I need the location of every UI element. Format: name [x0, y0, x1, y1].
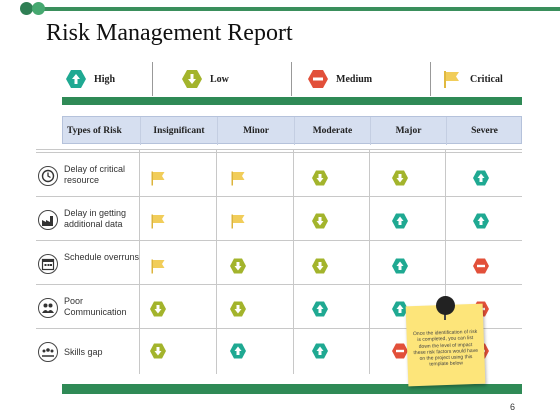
up-arrow-hexagon-icon [230, 343, 246, 359]
top-accent-line [40, 7, 560, 11]
down-arrow-hexagon-icon [312, 258, 328, 274]
column-header: Types of Risk [67, 126, 122, 136]
column-divider [293, 149, 294, 374]
flag-icon [230, 170, 246, 186]
team-icon [38, 342, 58, 362]
up-arrow-hexagon-icon [312, 343, 328, 359]
factory-icon [38, 210, 58, 230]
down-arrow-hexagon-icon [392, 170, 408, 186]
down-arrow-hexagon-icon [182, 70, 202, 88]
column-divider [216, 149, 217, 374]
up-arrow-hexagon-icon [66, 70, 86, 88]
table-header: Types of Risk Insignificant Minor Modera… [62, 116, 522, 145]
divider-bar [62, 97, 522, 105]
legend-item-high: High [66, 62, 115, 96]
legend-item-medium: Medium [308, 62, 372, 96]
risk-type-label: Schedule overruns [64, 252, 140, 262]
minus-hexagon-icon [308, 70, 328, 88]
flag-icon [230, 213, 246, 229]
up-arrow-hexagon-icon [473, 213, 489, 229]
column-divider [369, 149, 370, 374]
flag-icon [444, 71, 459, 88]
accent-dot [32, 2, 45, 15]
down-arrow-hexagon-icon [312, 170, 328, 186]
risk-type-label: Skills gap [64, 347, 103, 357]
down-arrow-hexagon-icon [230, 301, 246, 317]
column-header: Moderate [294, 117, 370, 145]
down-arrow-hexagon-icon [150, 301, 166, 317]
up-arrow-hexagon-icon [392, 258, 408, 274]
row-divider [36, 149, 522, 150]
pushpin-icon [436, 296, 455, 315]
legend-divider [291, 62, 292, 96]
up-arrow-hexagon-icon [392, 301, 408, 317]
row-divider [36, 240, 522, 241]
legend-divider [430, 62, 431, 96]
down-arrow-hexagon-icon [150, 343, 166, 359]
calendar-icon [38, 254, 58, 274]
column-header: Minor [217, 117, 294, 145]
footer-bar [62, 384, 522, 394]
risk-type-label: Delay of critical resource [64, 164, 126, 185]
note-text: Once the identification of risk is compl… [412, 328, 479, 369]
row-divider [36, 196, 522, 197]
people-icon [38, 298, 58, 318]
down-arrow-hexagon-icon [230, 258, 246, 274]
row-divider [36, 328, 522, 329]
legend-divider [152, 62, 153, 96]
column-divider [445, 149, 446, 374]
risk-type-label: Poor Communication [64, 296, 127, 317]
clock-icon [38, 166, 58, 186]
risk-type-label: Delay in getting additional data [64, 208, 127, 229]
pin-needle [444, 313, 446, 320]
column-header: Major [370, 117, 446, 145]
flag-icon [150, 170, 166, 186]
row-divider [36, 152, 522, 153]
risk-legend: High Low Medium Critical [62, 62, 522, 96]
legend-label: High [94, 73, 116, 85]
legend-label: Low [210, 73, 229, 85]
up-arrow-hexagon-icon [392, 213, 408, 229]
legend-label: Medium [336, 73, 373, 85]
legend-item-low: Low [182, 62, 229, 96]
accent-dot [20, 2, 33, 15]
column-divider [139, 149, 140, 374]
page-title: Risk Management Report [46, 20, 293, 46]
legend-item-critical: Critical [442, 62, 503, 96]
minus-hexagon-icon [473, 258, 489, 274]
row-divider [36, 284, 522, 285]
flag-icon [150, 213, 166, 229]
up-arrow-hexagon-icon [312, 301, 328, 317]
down-arrow-hexagon-icon [312, 213, 328, 229]
flag-icon [150, 258, 166, 274]
page-number: 6 [510, 402, 516, 412]
up-arrow-hexagon-icon [473, 170, 489, 186]
column-header: Insignificant [140, 117, 217, 145]
column-header: Severe [446, 117, 522, 145]
legend-label: Critical [470, 73, 503, 85]
minus-hexagon-icon [392, 343, 408, 359]
